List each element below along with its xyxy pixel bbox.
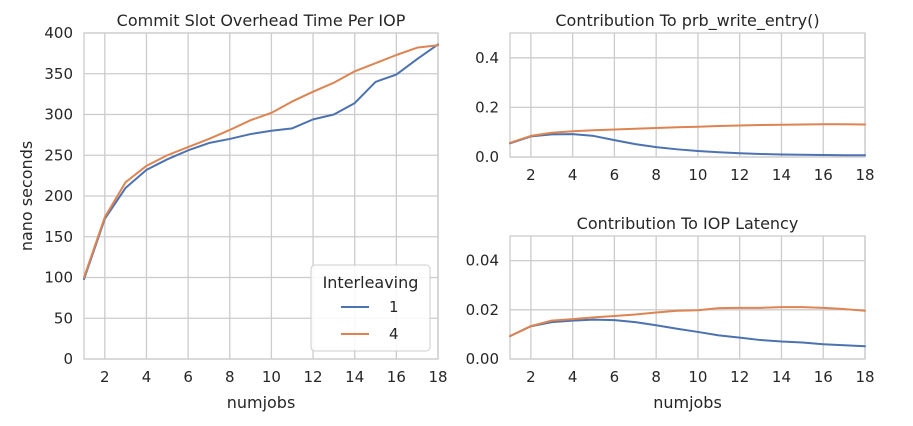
- x-axis-label: numjobs: [653, 393, 722, 412]
- x-tick-label: 4: [568, 166, 578, 184]
- y-axis-label: nano seconds: [17, 141, 36, 251]
- chart-title: Commit Slot Overhead Time Per IOP: [117, 11, 406, 30]
- y-tick-label: 150: [44, 228, 73, 246]
- x-axis-label: numjobs: [227, 393, 296, 412]
- x-tick-label: 16: [387, 368, 406, 386]
- legend: Interleaving 1 4: [310, 264, 431, 352]
- x-tick-label: 10: [688, 368, 707, 386]
- y-tick-label: 0.2: [475, 98, 499, 116]
- top-right-panel: 2 4 6 8 10 12 14 16 18 0.0 0.2 0.4 Contribution To p…: [475, 11, 874, 184]
- plot-frame: [83, 32, 439, 360]
- x-tick-label: 18: [855, 368, 874, 386]
- x-tick-label: 16: [814, 166, 833, 184]
- left-panel: 2 4 6 8 10 12 14 16 18050100150200250300350400Co…: [17, 11, 448, 412]
- x-tick-label: 6: [610, 166, 620, 184]
- y-tick-label: 100: [44, 269, 73, 287]
- x-tick-label: 12: [730, 368, 749, 386]
- legend-label-4: 4: [389, 325, 399, 343]
- x-tick-label: 8: [651, 368, 661, 386]
- x-tick-label: 8: [651, 166, 661, 184]
- legend-title: Interleaving: [323, 273, 419, 292]
- series-line-orange: [509, 123, 866, 144]
- x-tick-label: 18: [428, 368, 447, 386]
- series-line-blue: [509, 133, 866, 157]
- x-tick-label: 2: [526, 368, 536, 386]
- y-tick-label: 350: [44, 65, 73, 83]
- plot-area: [510, 236, 865, 359]
- x-tick-label: 10: [688, 166, 707, 184]
- y-tick-label: 0.04: [466, 252, 499, 270]
- x-tick-label: 16: [814, 368, 833, 386]
- x-tick-label: 12: [304, 368, 323, 386]
- legend-box: [310, 264, 431, 352]
- x-tick-label: 18: [855, 166, 874, 184]
- plot-frame: [509, 32, 866, 158]
- x-tick-label: 4: [568, 368, 578, 386]
- y-tick-label: 0.0: [475, 148, 499, 166]
- y-tick-label: 0.02: [466, 301, 499, 319]
- x-tick-label: 14: [772, 166, 791, 184]
- x-tick-label: 10: [262, 368, 281, 386]
- plot-frame: [509, 235, 866, 360]
- plot-area: [510, 33, 865, 157]
- x-tick-label: 6: [183, 368, 193, 386]
- x-tick-label: 14: [345, 368, 364, 386]
- y-tick-label: 200: [44, 187, 73, 205]
- y-tick-label: 0.4: [475, 49, 499, 67]
- x-tick-label: 2: [526, 166, 536, 184]
- x-tick-label: 4: [142, 368, 152, 386]
- x-tick-label: 14: [772, 368, 791, 386]
- series-line-1: [83, 43, 439, 281]
- bottom-right-panel: 2 4 6 8 10 12 14 16 18 0.00 0.02 0.04 Contribution T…: [466, 214, 875, 412]
- y-tick-label: 400: [44, 24, 73, 42]
- x-tick-label: 6: [610, 368, 620, 386]
- y-tick-label: 50: [54, 309, 73, 327]
- chart-title: Contribution To prb_write_entry(): [555, 11, 819, 31]
- series-line-orange: [509, 306, 866, 338]
- y-tick-label: 0.00: [466, 350, 499, 368]
- y-tick-label: 0: [63, 350, 73, 368]
- x-tick-label: 8: [225, 368, 235, 386]
- x-tick-label: 12: [730, 166, 749, 184]
- x-tick-label: 2: [100, 368, 110, 386]
- chart-title: Contribution To IOP Latency: [577, 214, 799, 233]
- y-tick-label: 250: [44, 146, 73, 164]
- y-tick-label: 300: [44, 106, 73, 124]
- series-line-4: [83, 44, 439, 279]
- series-line-blue: [509, 318, 866, 348]
- legend-label-1: 1: [389, 298, 399, 316]
